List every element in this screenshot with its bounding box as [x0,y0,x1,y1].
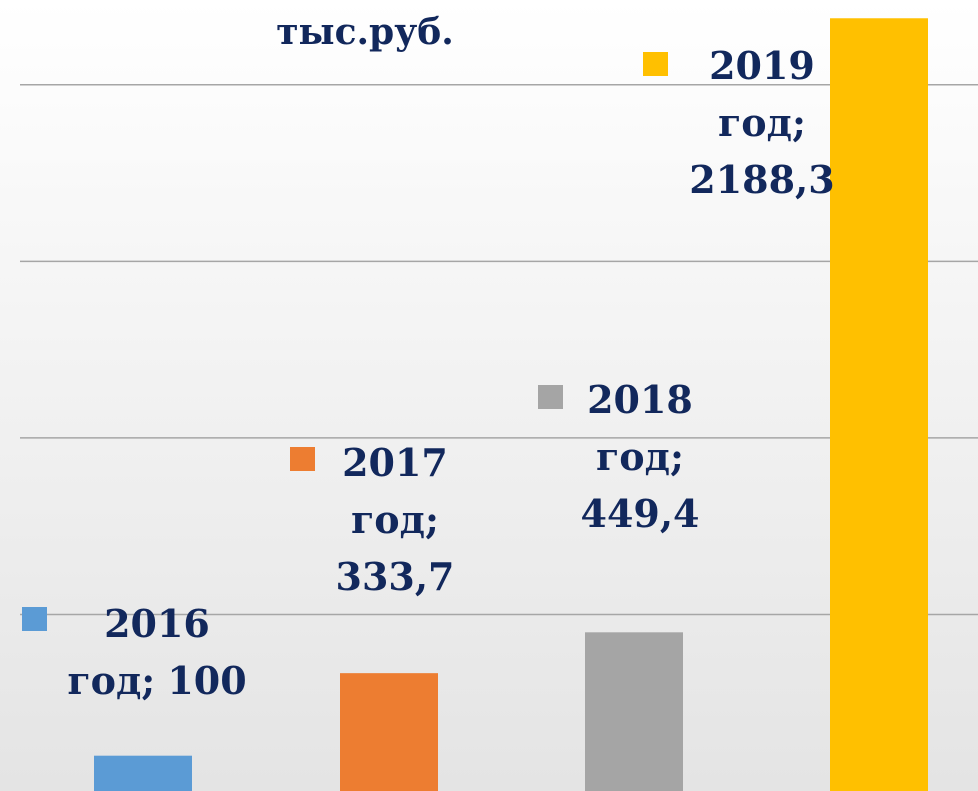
legend-marker [538,385,563,409]
data-label-category: 2016 [104,601,210,646]
value-label: 333,7 [336,554,455,599]
data-label-category: 2018 [587,377,693,422]
category-word: год [67,658,141,703]
data-label-line: год; [351,497,439,542]
data-label: 2016 год; 100 [67,601,246,703]
value-label: 449,4 [581,491,700,536]
data-label-category: 2017 [342,440,448,485]
legend-marker [643,52,668,76]
bar [585,632,683,791]
data-label-line: год; [596,434,684,479]
data-label-line: год; [718,100,806,145]
bar [340,673,438,791]
category-word: год [718,100,792,145]
legend-marker [290,447,315,471]
bar [94,755,192,791]
value-label: 100 [167,658,246,703]
bar [830,18,928,791]
category-word: 2019 [709,43,815,88]
separator: ; [670,434,684,479]
category-word: 2018 [587,377,693,422]
data-label: 2017 год; 333,7 [336,440,455,599]
separator: ; [425,497,439,542]
data-label-category: 2019 [709,43,815,88]
category-word: год [351,497,425,542]
data-label: 2018 год; 449,4 [581,377,700,536]
legend-marker [22,607,47,631]
chart-title: тыс.руб. [276,11,454,53]
separator: ; [141,658,155,703]
separator: ; [792,100,806,145]
data-label: 2019 год; 2188,3 [689,43,834,202]
category-word: 2016 [104,601,210,646]
data-label-line: год; 100 [67,658,246,703]
category-word: год [596,434,670,479]
value-label: 2188,3 [689,157,834,202]
category-word: 2017 [342,440,448,485]
